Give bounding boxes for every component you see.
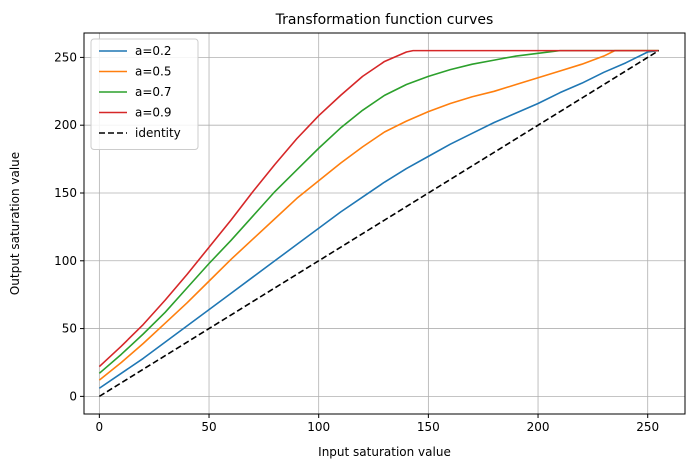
legend-label: a=0.7 <box>135 85 172 99</box>
legend-label: identity <box>135 126 181 140</box>
y-axis-label: Output saturation value <box>8 152 22 295</box>
axes-frame <box>83 32 686 415</box>
legend-label: a=0.5 <box>135 65 172 79</box>
y-axis-ticks: 0 50 100 150 200 250 <box>54 50 84 403</box>
y-tick-label: 50 <box>62 322 77 336</box>
y-tick-label: 150 <box>54 186 77 200</box>
x-axis-ticks: 0 50 100 150 200 250 <box>96 414 659 434</box>
x-tick-label: 200 <box>527 420 550 434</box>
y-tick-label: 100 <box>54 254 77 268</box>
legend-label: a=0.2 <box>135 44 172 58</box>
series-line-a-0-7 <box>98 49 659 374</box>
legend: a=0.2 a=0.5 a=0.7 a=0.9 identity <box>90 38 199 150</box>
series-group <box>98 49 660 398</box>
x-tick-label: 250 <box>636 420 659 434</box>
series-line-a-0-2 <box>98 49 659 389</box>
series-line-a-0-5 <box>98 49 659 381</box>
x-tick-label: 50 <box>201 420 216 434</box>
legend-box <box>90 38 199 150</box>
y-tick-label: 200 <box>54 118 77 132</box>
legend-label: a=0.9 <box>135 106 172 120</box>
x-tick-label: 150 <box>417 420 440 434</box>
x-tick-label: 0 <box>96 420 104 434</box>
x-tick-label: 100 <box>307 420 330 434</box>
series-line-identity <box>98 49 660 398</box>
x-axis-label: Input saturation value <box>318 445 451 459</box>
chart-title: Transformation function curves <box>275 12 494 28</box>
y-tick-label: 250 <box>54 50 77 64</box>
series-line-a-0-9 <box>98 49 659 368</box>
y-tick-label: 0 <box>69 389 77 403</box>
